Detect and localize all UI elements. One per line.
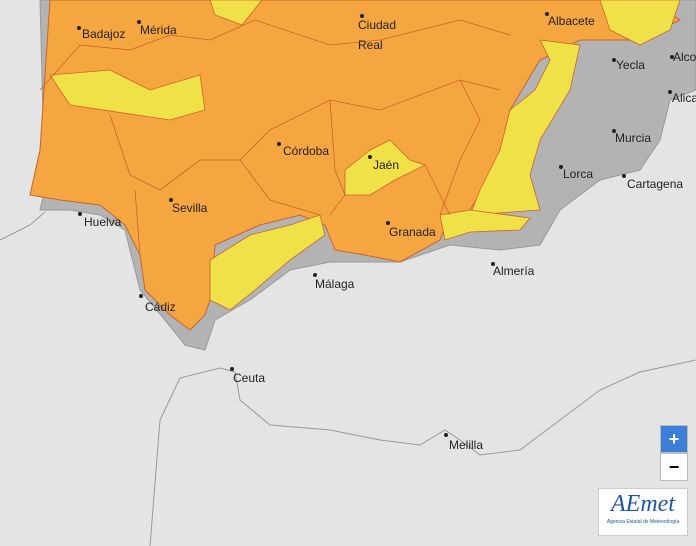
city-label: Granada bbox=[389, 225, 436, 239]
city-label: Yecla bbox=[616, 58, 645, 72]
city-label: Sevilla bbox=[172, 201, 208, 215]
city-label: Ceuta bbox=[233, 371, 266, 385]
city-dot bbox=[622, 174, 626, 178]
city-label: Alco bbox=[673, 50, 696, 64]
city-dot bbox=[368, 155, 372, 159]
city-label: Melilla bbox=[449, 438, 484, 452]
city-dot bbox=[277, 142, 281, 146]
yellow-warning bbox=[49, 0, 681, 311]
city-label: Cartagena bbox=[627, 177, 684, 191]
city-label: Mérida bbox=[140, 23, 177, 37]
coast-africa bbox=[149, 359, 696, 546]
coast-portugal bbox=[0, 211, 46, 241]
city-dot bbox=[668, 90, 672, 94]
city-label: Almería bbox=[493, 264, 535, 278]
city-dot bbox=[78, 212, 82, 216]
city-label: Albacete bbox=[548, 14, 595, 28]
city-dot bbox=[444, 433, 448, 437]
city-dot bbox=[137, 20, 141, 24]
logo-subtitle: Agencia Estatal de Meteorología bbox=[606, 519, 680, 525]
city-dot bbox=[612, 129, 616, 133]
city-label: Alica bbox=[672, 91, 696, 105]
city-dot bbox=[77, 26, 81, 30]
logo: AEmet Agencia Estatal de Meteorología bbox=[598, 488, 688, 536]
city-dot bbox=[360, 14, 364, 18]
city-label: Cádiz bbox=[145, 300, 176, 314]
city-dot bbox=[612, 58, 616, 62]
city-dot bbox=[491, 262, 495, 266]
province-borders bbox=[39, 19, 511, 256]
city-label: Lorca bbox=[563, 167, 594, 181]
city-dot bbox=[545, 12, 549, 16]
city-dot bbox=[230, 367, 234, 371]
city-label: Huelva bbox=[84, 215, 122, 229]
city-label: Murcia bbox=[615, 131, 652, 145]
city-label: Málaga bbox=[315, 277, 355, 291]
city-dot bbox=[386, 221, 390, 225]
city-dot bbox=[139, 294, 143, 298]
city-dot bbox=[313, 273, 317, 277]
zoom-out-button[interactable]: − bbox=[660, 453, 688, 481]
city-label: Badajoz bbox=[82, 27, 126, 41]
city-label: Jaén bbox=[373, 158, 400, 172]
zoom-in-button[interactable]: + bbox=[660, 425, 688, 453]
city-label: Ciudad Real bbox=[358, 18, 397, 52]
city-dot bbox=[559, 165, 563, 169]
city-dot bbox=[169, 198, 173, 202]
logo-name: AEmet bbox=[611, 491, 675, 517]
city-label: Córdoba bbox=[283, 144, 330, 158]
city-dot bbox=[670, 55, 674, 59]
